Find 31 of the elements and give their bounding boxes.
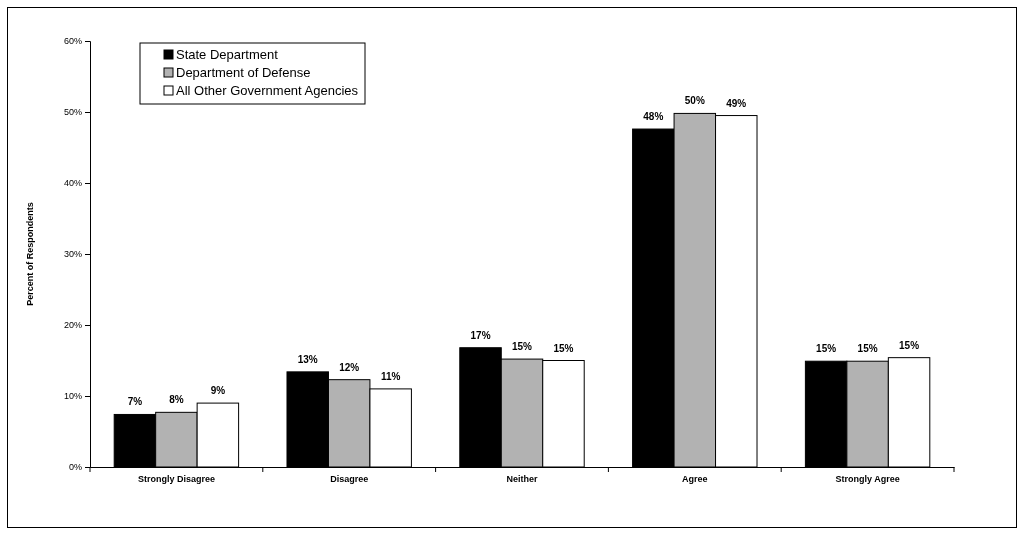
data-label: 7% bbox=[127, 396, 143, 408]
data-label: 13% bbox=[297, 353, 318, 365]
data-label: 15% bbox=[857, 343, 878, 355]
y-axis-title: Percent of Respondents bbox=[25, 202, 35, 306]
legend-label: All Other Government Agencies bbox=[176, 83, 359, 98]
y-tick-label: 30% bbox=[63, 249, 82, 260]
data-label: 48% bbox=[643, 111, 664, 123]
y-tick-label: 40% bbox=[63, 178, 82, 189]
data-label: 15% bbox=[511, 341, 533, 353]
y-tick-label: 20% bbox=[63, 320, 82, 331]
x-tick-label: Disagree bbox=[330, 473, 369, 484]
x-tick-label: Strongly Agree bbox=[835, 473, 900, 484]
y-tick-label: 0% bbox=[68, 462, 82, 473]
data-label: 11% bbox=[380, 370, 401, 382]
data-label: 8% bbox=[169, 394, 184, 406]
data-label: 15% bbox=[816, 343, 837, 355]
data-label: 50% bbox=[684, 95, 705, 107]
legend-label: State Department bbox=[176, 47, 279, 62]
legend-label: Department of Defense bbox=[176, 65, 311, 80]
data-label: 15% bbox=[553, 342, 574, 354]
x-tick-label: Strongly Disagree bbox=[137, 473, 215, 484]
x-tick-label: Agree bbox=[682, 473, 708, 484]
y-tick-label: 50% bbox=[63, 107, 82, 118]
y-tick-label: 10% bbox=[63, 391, 82, 402]
data-label: 12% bbox=[339, 361, 360, 373]
data-label: 15% bbox=[899, 339, 920, 351]
data-label: 9% bbox=[210, 385, 226, 397]
x-tick-label: Neither bbox=[506, 473, 538, 484]
y-tick-label: 60% bbox=[63, 36, 82, 47]
data-label: 49% bbox=[726, 97, 747, 109]
data-label: 17% bbox=[470, 329, 491, 341]
